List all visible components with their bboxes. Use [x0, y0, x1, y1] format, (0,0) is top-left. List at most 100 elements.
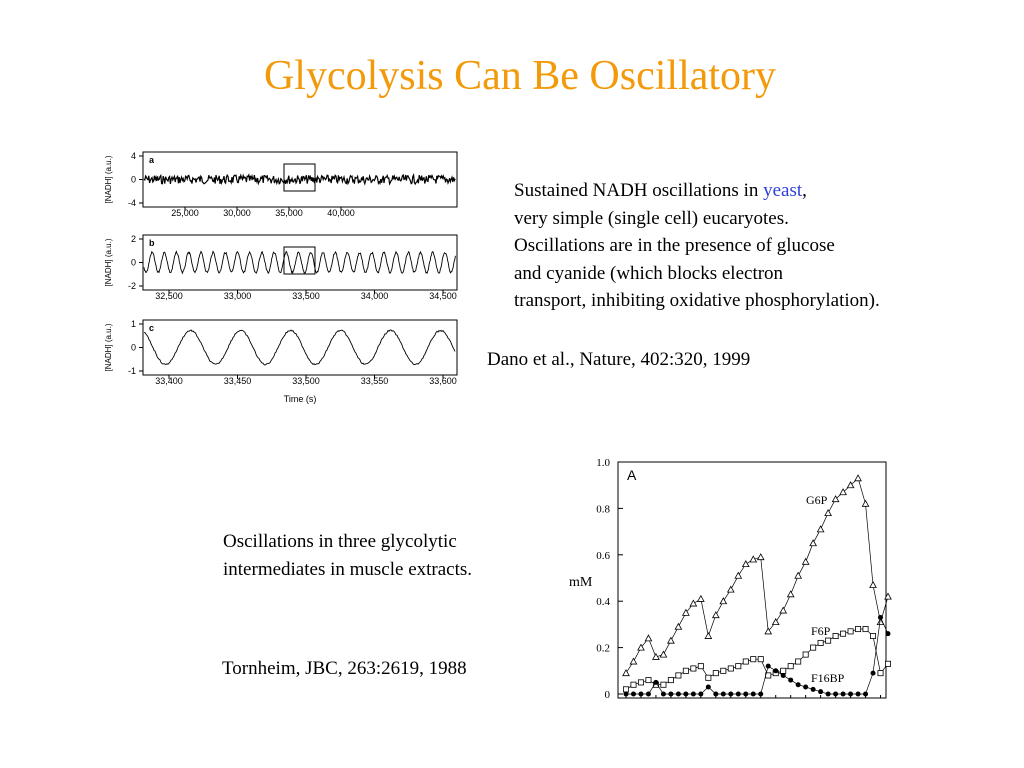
x-tick-label: 32,500	[155, 291, 183, 301]
data-point-dot	[713, 691, 719, 697]
data-point-square	[667, 677, 674, 684]
data-point-dot	[623, 691, 629, 697]
data-point-triangle	[876, 618, 885, 626]
y-tick-label: 0.2	[596, 643, 610, 655]
data-point-dot	[833, 691, 839, 697]
data-point-square	[810, 644, 817, 651]
data-point-square	[697, 663, 704, 670]
data-point-square	[780, 667, 787, 674]
data-point-triangle	[779, 606, 788, 614]
data-point-dot	[788, 677, 794, 683]
data-point-square	[832, 632, 839, 639]
nadh-trace-b	[143, 250, 456, 275]
data-point-triangle	[652, 652, 660, 660]
data-point-dot	[773, 668, 779, 674]
data-point-square	[675, 672, 682, 679]
data-point-dot	[765, 663, 771, 669]
x-tick-label: 34,500	[429, 291, 457, 301]
data-point-square	[637, 679, 644, 686]
y-tick-label: 1.0	[596, 457, 610, 469]
data-point-triangle	[816, 525, 825, 533]
data-point-square	[787, 663, 794, 670]
zoom-box	[283, 163, 316, 192]
panel-frame	[142, 234, 458, 291]
series-f6p	[623, 626, 891, 693]
data-point-square	[645, 677, 652, 684]
data-point-dot	[885, 631, 891, 637]
yeast-link[interactable]: yeast	[763, 180, 803, 201]
data-point-dot	[645, 691, 651, 697]
data-point-triangle	[704, 631, 713, 639]
data-point-triangle	[726, 585, 735, 593]
data-point-square	[623, 686, 630, 693]
data-point-dot	[660, 691, 666, 697]
panel-frame	[142, 319, 458, 376]
data-point-dot	[630, 691, 636, 697]
x-tick-label: 34,000	[361, 291, 389, 301]
data-point-square	[735, 663, 742, 670]
x-tick-label: 25,000	[171, 208, 199, 218]
data-point-square	[757, 656, 764, 663]
series-label-g6p: G6P	[806, 493, 828, 507]
muscle-extract-description: Oscillations in three glycolytic interme…	[223, 528, 472, 583]
y-tick-label: 0	[605, 689, 611, 701]
data-point-dot	[825, 691, 831, 697]
data-point-square	[870, 632, 877, 639]
data-point-triangle	[667, 636, 675, 644]
data-point-triangle	[682, 608, 690, 616]
nadh-trace-a	[143, 172, 456, 186]
zoom-box	[283, 246, 316, 275]
data-point-dot	[683, 691, 689, 697]
nadh-trace-c	[143, 329, 456, 366]
y-axis-label: mM	[569, 575, 593, 590]
desc1-text-a: Sustained NADH oscillations in	[514, 180, 764, 201]
x-axis-label: Time (s)	[284, 394, 317, 404]
data-point-dot	[758, 691, 764, 697]
y-axis-label: [NADH] (a.u.)	[104, 155, 113, 203]
data-point-dot	[720, 691, 726, 697]
citation-dano: Dano et al., Nature, 402:320, 1999	[487, 349, 751, 370]
panel-letter: b	[149, 238, 155, 248]
data-point-triangle	[637, 643, 645, 651]
data-point-dot	[870, 670, 876, 676]
data-point-square	[682, 667, 689, 674]
data-point-triangle	[854, 474, 862, 482]
slide-title: Glycolysis Can Be Oscillatory	[263, 53, 777, 99]
data-point-triangle	[696, 594, 705, 602]
y-tick-label: -2	[128, 281, 136, 291]
data-point-square	[877, 670, 884, 677]
data-point-square	[884, 660, 891, 667]
series-line-f6p	[625, 628, 889, 690]
data-point-dot	[735, 691, 741, 697]
y-tick-label: 1	[131, 319, 136, 329]
data-point-dot	[750, 691, 756, 697]
data-point-triangle	[786, 590, 795, 598]
data-point-triangle	[711, 611, 720, 619]
data-point-triangle	[884, 592, 892, 600]
data-point-square	[630, 681, 637, 688]
data-point-dot	[878, 614, 884, 620]
y-axis-label: [NADH] (a.u.)	[104, 323, 113, 371]
data-point-triangle	[659, 650, 668, 658]
y-tick-label: 0	[131, 175, 136, 185]
data-point-triangle	[734, 571, 743, 579]
data-point-dot	[848, 691, 854, 697]
data-point-dot	[728, 691, 734, 697]
data-point-square	[750, 656, 757, 663]
data-point-square	[847, 628, 854, 635]
data-point-triangle	[861, 499, 870, 507]
x-tick-label: 33,000	[224, 291, 252, 301]
desc2-line1: Oscillations in three glycolytic	[223, 531, 457, 552]
nadh-oscillation-figure: a [NADH] (a.u.) 4 0 -4 25,000 30,000 35,000 40,0…	[103, 140, 465, 410]
desc1-line3: Oscillations are in the presence of gluc…	[514, 235, 835, 256]
data-point-square	[802, 651, 809, 658]
data-point-dot	[638, 691, 644, 697]
y-axis-label: [NADH] (a.u.)	[104, 238, 113, 286]
data-point-dot	[743, 691, 749, 697]
x-tick-label: 33,500	[292, 376, 320, 386]
data-point-triangle	[719, 597, 728, 605]
data-point-triangle	[771, 618, 780, 626]
data-point-triangle	[824, 509, 832, 516]
data-point-triangle	[809, 539, 818, 547]
